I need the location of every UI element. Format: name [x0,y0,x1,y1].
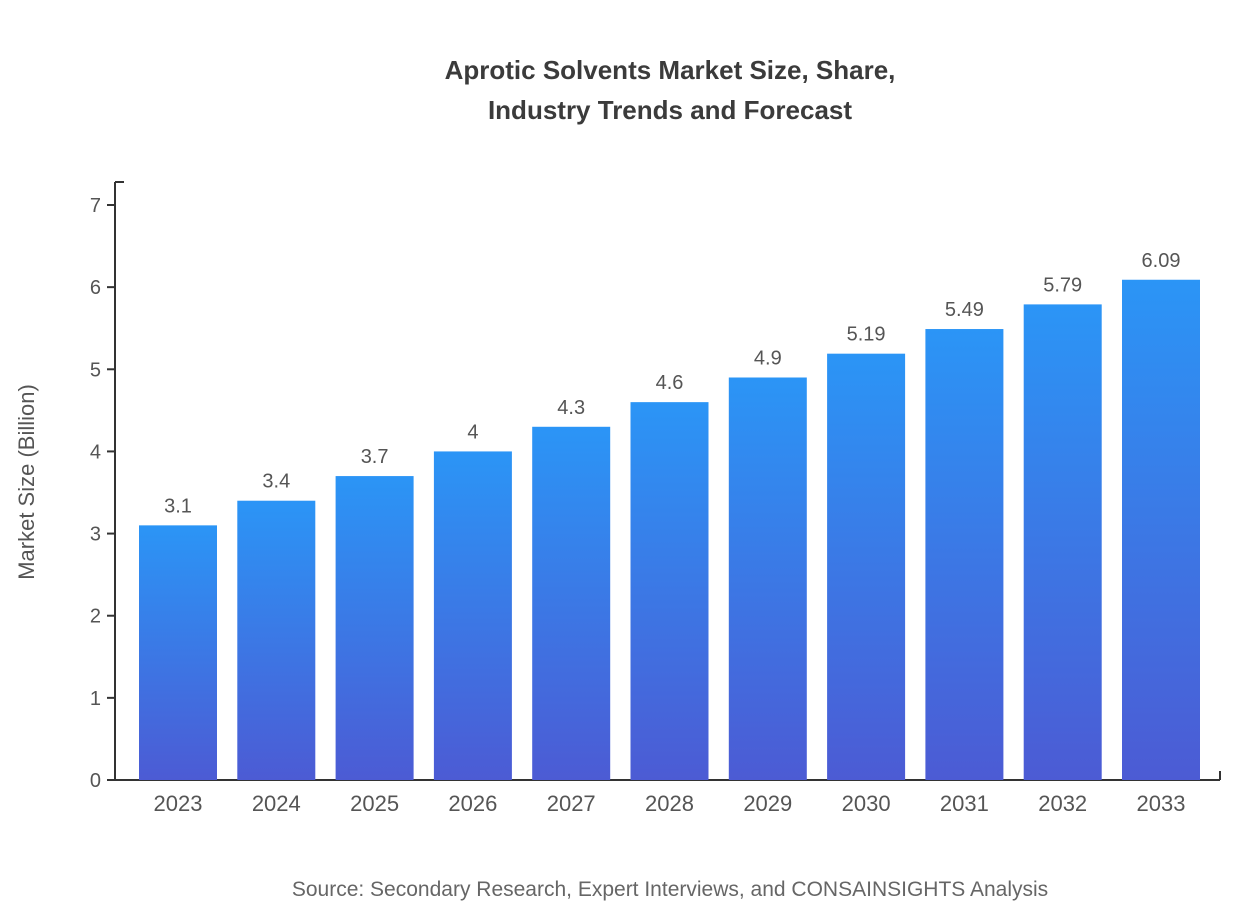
y-tick-label: 4 [90,441,101,463]
bar-value-label: 3.4 [262,471,290,493]
bar-2033 [1122,279,1200,780]
y-tick-label: 2 [90,606,101,628]
x-tick-label: 2033 [1137,791,1186,816]
chart-title: Aprotic Solvents Market Size, Share, Ind… [80,50,1260,130]
bar-value-label: 5.49 [945,299,984,321]
y-tick-label: 3 [90,524,101,546]
bar-value-label: 3.7 [361,446,389,468]
x-tick-label: 2027 [547,791,596,816]
y-tick-label: 0 [90,770,101,792]
y-tick-label: 7 [90,195,101,217]
bar-value-label: 3.1 [164,495,192,517]
bar-2029 [728,377,807,780]
source-note: Source: Secondary Research, Expert Inter… [291,878,1049,901]
y-axis-title: Market Size (Billion) [14,384,39,580]
bar-2032 [1023,304,1102,780]
bar-2028 [630,402,709,780]
x-tick-label: 2023 [154,791,203,816]
bar-2024 [237,500,316,780]
x-tick-label: 2024 [252,791,301,816]
y-tick-label: 6 [90,277,101,299]
bar-value-label: 5.19 [847,324,886,346]
x-tick-label: 2025 [350,791,399,816]
x-tick-label: 2031 [940,791,989,816]
y-tick-label: 1 [90,688,101,710]
bar-2026 [433,451,512,780]
x-tick-label: 2028 [645,791,694,816]
x-tick-label: 2030 [842,791,891,816]
x-tick-label: 2032 [1038,791,1087,816]
bar-2031 [925,329,1004,780]
bar-value-label: 4 [467,421,478,443]
bar-2027 [532,426,611,780]
bar-value-label: 5.79 [1043,274,1082,296]
y-tick-label: 5 [90,359,101,381]
bar-2023 [139,525,217,780]
x-tick-label: 2029 [743,791,792,816]
chart-title-line2: Industry Trends and Forecast [487,95,853,125]
bar-value-label: 4.6 [656,372,684,394]
bar-value-label: 4.9 [754,348,782,370]
bar-value-label: 4.3 [557,397,585,419]
bar-2030 [827,353,906,780]
x-tick-label: 2026 [448,791,497,816]
chart-title-line1: Aprotic Solvents Market Size, Share, [444,55,896,85]
bar-value-label: 6.09 [1142,250,1181,272]
bar-2025 [335,476,414,780]
